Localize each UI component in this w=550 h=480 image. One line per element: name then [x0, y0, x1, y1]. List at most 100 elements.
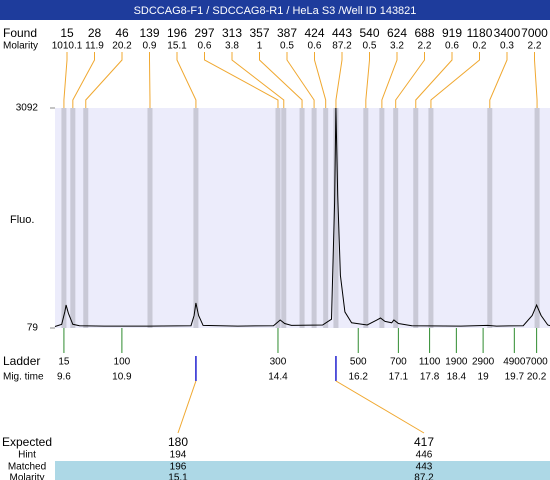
- peak-band: [70, 108, 76, 328]
- y-label: Fluo.: [10, 214, 34, 226]
- found-size: 15: [60, 26, 74, 40]
- ladder-time: 20.2: [527, 372, 547, 383]
- peak-connector: [365, 52, 370, 108]
- matched-band: [55, 461, 550, 480]
- found-molarity: 0.6: [308, 41, 322, 52]
- table-value: 446: [416, 450, 433, 461]
- found-size: 297: [194, 26, 214, 40]
- peak-band: [147, 108, 153, 328]
- ladder-time: 19.7: [505, 372, 525, 383]
- peak-connector: [259, 52, 303, 108]
- found-label: Found: [3, 26, 37, 40]
- found-molarity: 15.1: [167, 41, 187, 52]
- found-molarity: 0.6: [198, 41, 212, 52]
- peak-connector: [415, 52, 453, 108]
- found-molarity: 87.2: [332, 41, 352, 52]
- found-molarity: 0.5: [280, 41, 294, 52]
- table-row-label: Hint: [18, 450, 36, 461]
- found-molarity: 20.2: [112, 41, 132, 52]
- peak-connector: [381, 52, 398, 108]
- found-size: 919: [442, 26, 462, 40]
- peak-connector: [314, 52, 327, 108]
- table-value: 180: [168, 435, 188, 449]
- peak-connector: [85, 52, 123, 108]
- peak-band: [363, 108, 369, 328]
- found-molarity: 2.2: [528, 41, 542, 52]
- found-size: 7000: [521, 26, 548, 40]
- found-size: 28: [88, 26, 102, 40]
- peak-band: [299, 108, 305, 328]
- ladder-label: Ladder: [3, 354, 40, 368]
- found-molarity: 3.2: [390, 41, 404, 52]
- ladder-time: 10.9: [112, 372, 132, 383]
- found-size: 688: [414, 26, 434, 40]
- found-molarity: 1: [257, 41, 263, 52]
- peak-connector: [231, 52, 285, 108]
- found-size: 196: [167, 26, 187, 40]
- found-molarity: 0.9: [143, 41, 157, 52]
- found-molarity: 11.9: [85, 41, 104, 52]
- found-size: 3400: [494, 26, 521, 40]
- found-size: 313: [222, 26, 242, 40]
- peak-connector: [204, 52, 279, 108]
- peak-band: [333, 108, 339, 328]
- found-size: 540: [359, 26, 379, 40]
- ladder-size: 7000: [525, 357, 548, 368]
- peak-connector: [63, 52, 68, 108]
- ladder-size: 100: [114, 357, 131, 368]
- expected-connector: [177, 380, 197, 434]
- peak-band: [83, 108, 89, 328]
- found-size: 443: [332, 26, 352, 40]
- found-size: 424: [304, 26, 324, 40]
- peak-connector: [489, 52, 508, 108]
- found-size: 139: [139, 26, 159, 40]
- peak-band: [428, 108, 434, 328]
- peak-band: [323, 108, 329, 328]
- found-size: 357: [249, 26, 269, 40]
- table-value: 15.1: [168, 473, 188, 480]
- peak-band: [275, 108, 281, 328]
- y-tick-label: 3092: [16, 103, 39, 114]
- y-tick-label: 79: [27, 323, 39, 334]
- ladder-time: 16.2: [349, 372, 369, 383]
- found-molarity: 0.3: [500, 41, 514, 52]
- table-value: 87.2: [414, 473, 434, 480]
- ladder-size: 500: [350, 357, 367, 368]
- peak-connector: [286, 52, 315, 108]
- found-molarity: 0.2: [473, 41, 487, 52]
- found-molarity: 0.5: [363, 41, 377, 52]
- table-value: 194: [170, 450, 187, 461]
- peak-band: [61, 108, 67, 328]
- ladder-size: 1100: [419, 357, 441, 368]
- peak-band: [281, 108, 287, 328]
- ladder-time: 17.8: [420, 372, 440, 383]
- found-size: 46: [115, 26, 129, 40]
- ladder-size: 1900: [445, 357, 468, 368]
- table-row-label: Matched: [8, 462, 46, 473]
- ladder-time: 9.6: [57, 372, 71, 383]
- found-molarity-label: Molarity: [3, 41, 38, 52]
- ladder-time: 17.1: [389, 372, 409, 383]
- peak-connector: [395, 52, 425, 108]
- header-title: SDCCAG8-F1 / SDCCAG8-R1 / HeLa S3 /Well …: [134, 5, 417, 17]
- ladder-size: 2900: [472, 357, 495, 368]
- found-size: 624: [387, 26, 407, 40]
- table-row-label: Molarity: [9, 473, 44, 480]
- ladder-size: 700: [390, 357, 407, 368]
- ladder-time: 14.4: [268, 372, 288, 383]
- table-value: 417: [414, 435, 434, 449]
- peak-connector: [72, 52, 95, 108]
- ladder-time-label: Mig. time: [3, 372, 44, 383]
- found-size: 1180: [467, 26, 493, 40]
- found-size: 387: [277, 26, 297, 40]
- peak-band: [534, 108, 540, 328]
- peak-band: [311, 108, 317, 328]
- peak-connector: [335, 52, 343, 108]
- ladder-time: 18.4: [447, 372, 467, 383]
- expected-connector: [335, 380, 425, 434]
- ladder-size: 300: [270, 357, 287, 368]
- header-bar: [0, 0, 550, 20]
- trace: [54, 107, 550, 327]
- found-molarity: 2.2: [418, 41, 432, 52]
